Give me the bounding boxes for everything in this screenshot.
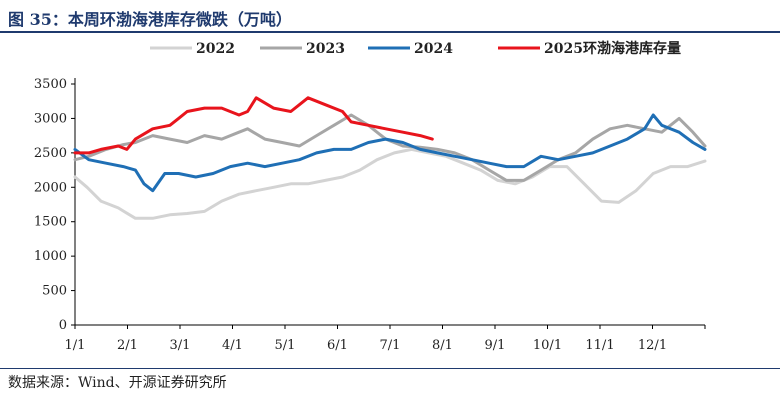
y-tick-label: 2000 xyxy=(34,180,67,195)
x-tick-label: 9/1 xyxy=(485,338,506,353)
y-tick-label: 0 xyxy=(59,318,67,333)
series-line-2 xyxy=(73,113,707,193)
x-tick-label: 8/1 xyxy=(432,338,453,353)
y-tick-label: 1500 xyxy=(34,215,67,230)
x-tick-label: 6/1 xyxy=(327,338,348,353)
legend-label-2: 2024 xyxy=(414,41,453,57)
x-tick-label: 5/1 xyxy=(275,338,296,353)
x-tick-label: 11/1 xyxy=(585,338,614,353)
chart-series xyxy=(73,96,707,220)
legend-label-0: 2022 xyxy=(196,41,235,57)
x-tick-label: 3/1 xyxy=(170,338,191,353)
x-tick-label: 4/1 xyxy=(222,338,243,353)
y-tick-label: 3500 xyxy=(34,77,67,92)
series-line-3 xyxy=(73,96,434,155)
x-tick-label: 1/1 xyxy=(65,338,86,353)
y-tick-label: 500 xyxy=(42,284,67,299)
chart-axes: 0 500 1000 1500 2000 2500 3000 3500 1/1 2/1 3/1 4/1… xyxy=(34,77,706,353)
series-line-0 xyxy=(73,147,707,220)
y-tick-label: 3000 xyxy=(34,111,67,126)
legend-label-3: 2025环渤海港库存量 xyxy=(544,40,681,57)
y-tick-label: 2500 xyxy=(34,146,67,161)
inventory-line-chart: 2022 2023 2024 2025环渤海港库存量 0 500 1000 1500 2000… xyxy=(34,40,707,353)
x-tick-label: 2/1 xyxy=(117,338,138,353)
legend-label-1: 2023 xyxy=(306,41,345,57)
x-tick-label: 12/1 xyxy=(638,338,667,353)
x-tick-label: 7/1 xyxy=(380,338,401,353)
y-tick-label: 1000 xyxy=(34,249,67,264)
data-source-note: 数据来源：Wind、开源证券研究所 xyxy=(8,375,227,391)
x-tick-label: 10/1 xyxy=(533,338,562,353)
source-divider xyxy=(0,368,780,369)
chart-legend: 2022 2023 2024 2025环渤海港库存量 xyxy=(150,40,681,57)
page-title: 图 35：本周环渤海港库存微跌（万吨） xyxy=(8,10,292,29)
title-divider xyxy=(0,31,780,33)
